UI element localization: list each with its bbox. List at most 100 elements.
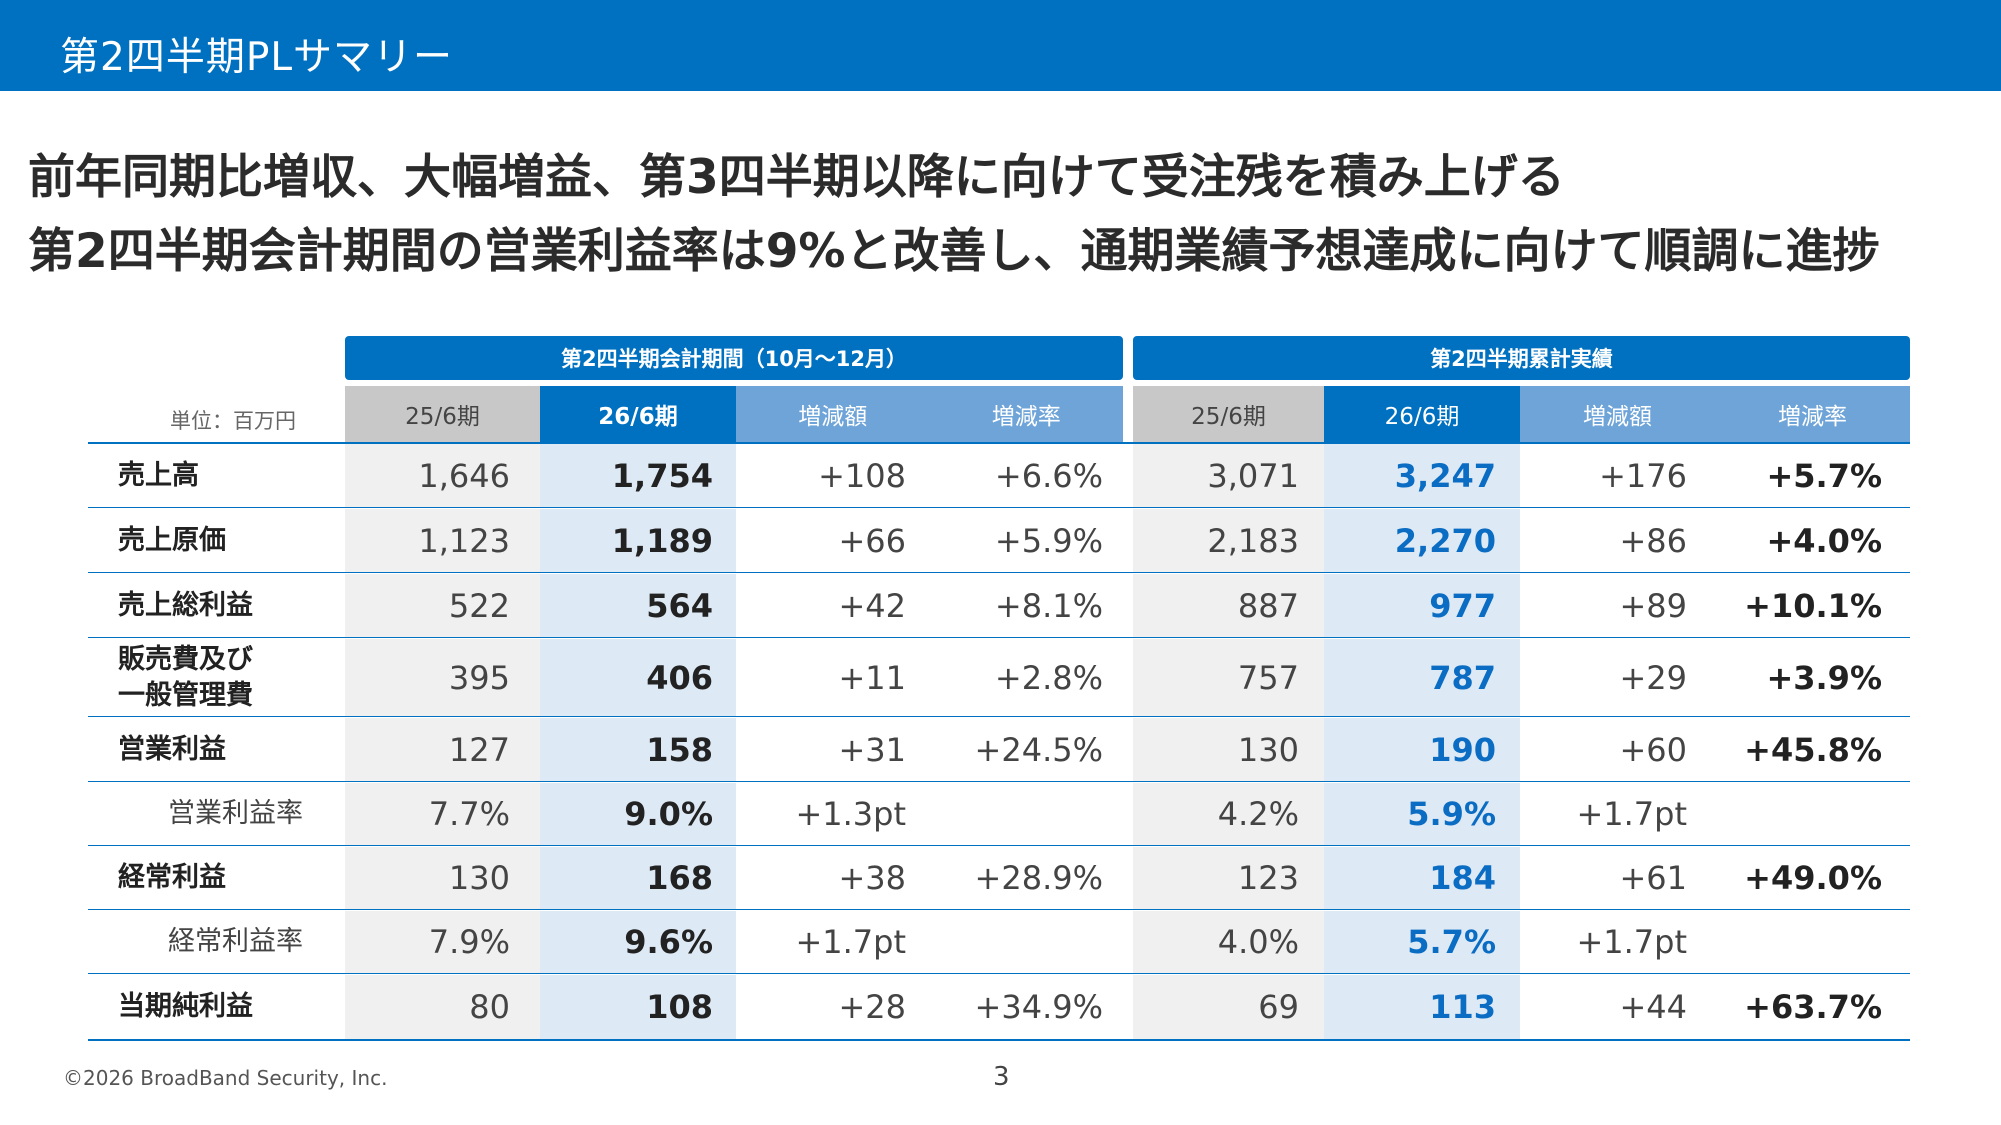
col-header-c-prev: 25/6期 bbox=[1133, 386, 1324, 442]
table-cell: +60 bbox=[1619, 730, 1687, 769]
row-divider bbox=[88, 507, 1910, 508]
row-label: 売上総利益 bbox=[118, 589, 253, 621]
table-cell: +1.7pt bbox=[1576, 795, 1687, 833]
row-divider bbox=[88, 572, 1910, 573]
table-cell: +66 bbox=[838, 521, 906, 560]
table-cell: +29 bbox=[1619, 658, 1687, 697]
table-cell: +31 bbox=[838, 730, 906, 769]
table-cell: +24.5% bbox=[974, 730, 1103, 769]
row-divider bbox=[88, 973, 1910, 974]
table-cell: +44 bbox=[1619, 988, 1687, 1026]
table-cell bbox=[930, 911, 1123, 973]
table-cell: +1.7pt bbox=[1576, 923, 1687, 961]
col-header-c-diff: 増減額 bbox=[1583, 404, 1652, 430]
row-divider bbox=[88, 716, 1910, 717]
row-divider bbox=[88, 637, 1910, 638]
row-divider bbox=[88, 1039, 1910, 1041]
headline-1: 前年同期比増収、大幅増益、第3四半期以降に向けて受注残を積み上げる bbox=[28, 150, 1565, 205]
col-header-c-rate: 増減率 bbox=[1778, 404, 1847, 430]
row-label: 当期純利益 bbox=[118, 991, 253, 1023]
table-cell: 1,189 bbox=[540, 509, 736, 572]
table-cell: 80 bbox=[345, 975, 540, 1039]
table-cell: 2,183 bbox=[1133, 509, 1324, 572]
row-divider bbox=[88, 845, 1910, 846]
group-header-cumulative: 第2四半期累計実績 bbox=[1133, 336, 1910, 380]
table-cell: 2,270 bbox=[1324, 509, 1520, 572]
table-cell: 5.9% bbox=[1324, 783, 1520, 845]
table-cell: +42 bbox=[838, 586, 906, 625]
table-cell: +8.1% bbox=[994, 586, 1103, 625]
table-cell: 69 bbox=[1133, 975, 1324, 1039]
table-cell: +6.6% bbox=[994, 456, 1103, 495]
group-header-quarter: 第2四半期会計期間（10月～12月） bbox=[345, 336, 1123, 380]
table-cell: +28 bbox=[838, 988, 906, 1026]
row-divider bbox=[88, 781, 1910, 782]
row-label: 経常利益 bbox=[118, 862, 226, 894]
table-cell: +63.7% bbox=[1744, 988, 1882, 1026]
table-cell: 158 bbox=[540, 718, 736, 781]
table-cell: 406 bbox=[540, 639, 736, 716]
row-label: 売上高 bbox=[118, 459, 199, 491]
table-cell: 887 bbox=[1133, 574, 1324, 637]
col-header-q-prev: 25/6期 bbox=[345, 386, 540, 442]
table-cell: 564 bbox=[540, 574, 736, 637]
table-cell: 7.9% bbox=[345, 911, 540, 973]
table-cell: +1.7pt bbox=[795, 923, 906, 961]
page-number: 3 bbox=[993, 1062, 1010, 1092]
table-cell: 168 bbox=[540, 847, 736, 909]
row-label: 販売費及び 一般管理費 bbox=[118, 644, 253, 711]
table-top-rule bbox=[88, 442, 1910, 444]
table-cell: +4.0% bbox=[1766, 521, 1882, 560]
table-cell: +176 bbox=[1599, 456, 1687, 495]
table-cell: 395 bbox=[345, 639, 540, 716]
table-cell: +5.7% bbox=[1766, 456, 1882, 495]
table-cell: 757 bbox=[1133, 639, 1324, 716]
table-cell: 127 bbox=[345, 718, 540, 781]
table-cell: 7.7% bbox=[345, 783, 540, 845]
table-cell: +61 bbox=[1619, 859, 1687, 897]
row-label: 売上原価 bbox=[118, 524, 226, 556]
table-cell: +5.9% bbox=[994, 521, 1103, 560]
table-cell: 113 bbox=[1324, 975, 1520, 1039]
col-header-q-curr: 26/6期 bbox=[540, 386, 736, 442]
copyright: ©2026 BroadBand Security, Inc. bbox=[63, 1066, 388, 1090]
row-divider bbox=[88, 909, 1910, 910]
table-cell: +86 bbox=[1619, 521, 1687, 560]
table-cell: 123 bbox=[1133, 847, 1324, 909]
table-cell: +108 bbox=[818, 456, 906, 495]
unit-label: 単位：百万円 bbox=[170, 409, 296, 433]
table-cell: +3.9% bbox=[1766, 658, 1882, 697]
table-cell: 9.6% bbox=[540, 911, 736, 973]
table-cell: +34.9% bbox=[974, 988, 1103, 1026]
table-cell: 1,754 bbox=[540, 444, 736, 507]
table-cell: +28.9% bbox=[974, 859, 1103, 897]
table-cell: 4.2% bbox=[1133, 783, 1324, 845]
table-cell: 522 bbox=[345, 574, 540, 637]
row-label: 経常利益率 bbox=[168, 926, 303, 958]
table-cell: 3,247 bbox=[1324, 444, 1520, 507]
table-cell: 1,646 bbox=[345, 444, 540, 507]
col-header-c-curr: 26/6期 bbox=[1324, 386, 1520, 442]
table-cell: 3,071 bbox=[1133, 444, 1324, 507]
row-label: 営業利益率 bbox=[168, 798, 303, 830]
table-cell: +1.3pt bbox=[795, 795, 906, 833]
table-cell: +10.1% bbox=[1744, 586, 1882, 625]
slide-title: 第2四半期PLサマリー bbox=[60, 35, 454, 80]
row-label: 営業利益 bbox=[118, 733, 226, 765]
col-header-q-diff-wrap: 増減額 増減率 bbox=[736, 386, 1123, 442]
table-cell: 130 bbox=[1133, 718, 1324, 781]
col-header-q-diff: 増減額 bbox=[798, 404, 868, 430]
header-bar: 第2四半期PLサマリー bbox=[0, 0, 2001, 91]
table-cell: +11 bbox=[838, 658, 906, 697]
table-cell: +38 bbox=[838, 859, 906, 897]
table-cell bbox=[1715, 783, 1910, 845]
table-cell: 9.0% bbox=[540, 783, 736, 845]
table-cell: +89 bbox=[1619, 586, 1687, 625]
table-cell: 130 bbox=[345, 847, 540, 909]
table-cell: 5.7% bbox=[1324, 911, 1520, 973]
table-cell: 4.0% bbox=[1133, 911, 1324, 973]
table-cell: 190 bbox=[1324, 718, 1520, 781]
table-cell: 787 bbox=[1324, 639, 1520, 716]
col-header-c-diff-wrap: 増減額 増減率 bbox=[1520, 386, 1910, 442]
table-cell bbox=[930, 783, 1123, 845]
